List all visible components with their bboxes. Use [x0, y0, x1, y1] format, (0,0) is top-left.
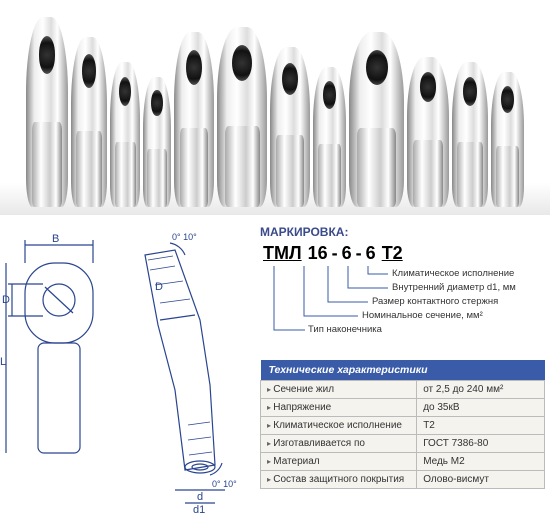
- cable-lug-6: [270, 47, 310, 207]
- callout-4: Тип наконечника: [308, 324, 382, 335]
- info-panel: МАРКИРОВКА: ТМЛ16-6-6Т2 Климатическое ис…: [255, 225, 545, 525]
- spec-row: Климатическое исполнениеТ2: [261, 417, 545, 435]
- spec-value: ГОСТ 7386-80: [417, 435, 545, 453]
- spec-value: до 35кВ: [417, 399, 545, 417]
- marking-title: МАРКИРОВКА:: [260, 225, 545, 239]
- cable-lug-4: [174, 32, 214, 207]
- dim-label-D2: D: [155, 281, 163, 293]
- cable-lug-3: [143, 77, 171, 207]
- spec-row: Напряжениедо 35кВ: [261, 399, 545, 417]
- spec-value: Т2: [417, 417, 545, 435]
- marking-part-6: Т2: [382, 243, 403, 264]
- spec-row: Состав защитного покрытияОлово-висмут: [261, 471, 545, 489]
- cable-lug-10: [452, 62, 488, 207]
- dim-label-B: B: [52, 233, 59, 245]
- spec-label: Изготавливается по: [261, 435, 417, 453]
- cable-lug-0: [26, 17, 68, 207]
- dim-label-L: L: [0, 356, 6, 368]
- spec-row: Изготавливается поГОСТ 7386-80: [261, 435, 545, 453]
- product-photo-row: [0, 0, 550, 215]
- spec-row: МатериалМедь М2: [261, 453, 545, 471]
- spec-value: от 2,5 до 240 мм²: [417, 381, 545, 399]
- cable-lug-9: [407, 57, 449, 207]
- spec-label: Сечение жил: [261, 381, 417, 399]
- marking-callouts: Климатическое исполнение Внутренний диам…: [260, 266, 545, 356]
- lower-section: B D L D d d1 0° 10° 0° 10° МАРКИРОВКА: Т…: [0, 225, 550, 525]
- cable-lug-2: [110, 62, 140, 207]
- spec-label: Климатическое исполнение: [261, 417, 417, 435]
- cable-lug-8: [349, 32, 404, 207]
- cable-lug-1: [71, 37, 107, 207]
- spec-row: Сечение жилот 2,5 до 240 мм²: [261, 381, 545, 399]
- marking-part-4: -: [356, 243, 362, 264]
- callout-3: Номинальное сечение, мм²: [362, 310, 483, 321]
- marking-part-2: -: [332, 243, 338, 264]
- dim-angle-bot: 0° 10°: [212, 479, 237, 489]
- marking-part-3: 6: [342, 243, 352, 264]
- marking-part-0: ТМЛ: [263, 243, 302, 264]
- spec-label: Материал: [261, 453, 417, 471]
- cable-lug-11: [491, 72, 524, 207]
- spec-header: Технические характеристики: [261, 360, 545, 381]
- spec-table: Технические характеристики Сечение жилот…: [260, 360, 545, 489]
- technical-diagram: B D L D d d1 0° 10° 0° 10°: [0, 225, 255, 515]
- cable-lug-5: [217, 27, 267, 207]
- dim-label-d1: d1: [193, 504, 205, 515]
- dim-angle-top: 0° 10°: [172, 232, 197, 242]
- marking-part-5: 6: [366, 243, 376, 264]
- cable-lug-7: [313, 67, 346, 207]
- callout-1: Внутренний диаметр d1, мм: [392, 282, 516, 293]
- callout-2: Размер контактного стержня: [372, 296, 498, 307]
- spec-value: Медь М2: [417, 453, 545, 471]
- dim-label-d: d: [197, 491, 203, 503]
- marking-code: ТМЛ16-6-6Т2: [260, 243, 406, 264]
- spec-label: Состав защитного покрытия: [261, 471, 417, 489]
- spec-value: Олово-висмут: [417, 471, 545, 489]
- dim-label-D: D: [2, 294, 10, 306]
- callout-0: Климатическое исполнение: [392, 268, 514, 279]
- spec-label: Напряжение: [261, 399, 417, 417]
- marking-part-1: 16: [308, 243, 328, 264]
